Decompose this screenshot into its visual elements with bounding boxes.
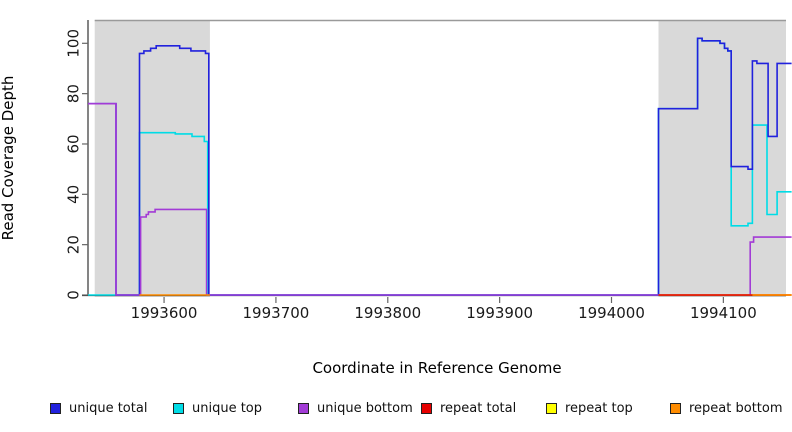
repeat-region-0 — [94, 20, 210, 297]
legend-label-unique-total: unique total — [69, 400, 148, 416]
legend-swatch-unique-bottom — [298, 402, 309, 414]
y-tick-label: 60 — [65, 134, 83, 153]
y-axis-title: Read Coverage Depth — [0, 75, 17, 241]
x-tick-label: 1993600 — [131, 304, 198, 322]
legend-swatch-unique-top — [173, 402, 184, 414]
legend-swatch-repeat-total — [421, 402, 432, 414]
y-tick-label: 80 — [65, 84, 83, 103]
y-tick-label: 20 — [65, 235, 83, 254]
x-tick-label: 1994000 — [578, 304, 645, 322]
x-axis-title: Coordinate in Reference Genome — [312, 359, 562, 377]
legend-label-repeat-bottom: repeat bottom — [689, 400, 783, 416]
legend: unique total unique top unique bottom re… — [0, 399, 792, 421]
y-tick-label: 40 — [65, 185, 83, 204]
legend-label-unique-bottom: unique bottom — [317, 400, 413, 416]
legend-swatch-repeat-bottom — [670, 402, 681, 414]
legend-item-repeat-top: repeat top — [546, 399, 633, 417]
y-tick-label: 100 — [65, 29, 83, 58]
legend-swatch-unique-total — [50, 402, 61, 414]
x-tick-label: 1994100 — [690, 304, 757, 322]
legend-item-unique-bottom: unique bottom — [298, 399, 413, 417]
legend-label-repeat-total: repeat total — [440, 400, 517, 416]
legend-swatch-repeat-top — [546, 402, 557, 414]
y-tick-label: 0 — [65, 290, 83, 300]
x-tick-label: 1993900 — [466, 304, 533, 322]
legend-label-repeat-top: repeat top — [565, 400, 633, 416]
repeat-region-1 — [658, 20, 786, 297]
x-tick-label: 1993700 — [243, 304, 310, 322]
legend-item-unique-top: unique top — [173, 399, 262, 417]
x-tick-label: 1993800 — [354, 304, 421, 322]
legend-item-repeat-bottom: repeat bottom — [670, 399, 783, 417]
series-line-unique-bottom — [88, 102, 792, 296]
series-line-unique-total — [88, 37, 792, 296]
plot-canvas: 1993600 1993700 1993800 1993900 1994000 19941… — [65, 19, 792, 322]
legend-item-repeat-total: repeat total — [421, 399, 516, 417]
legend-item-unique-total: unique total — [50, 399, 147, 417]
legend-label-unique-top: unique top — [192, 400, 263, 416]
